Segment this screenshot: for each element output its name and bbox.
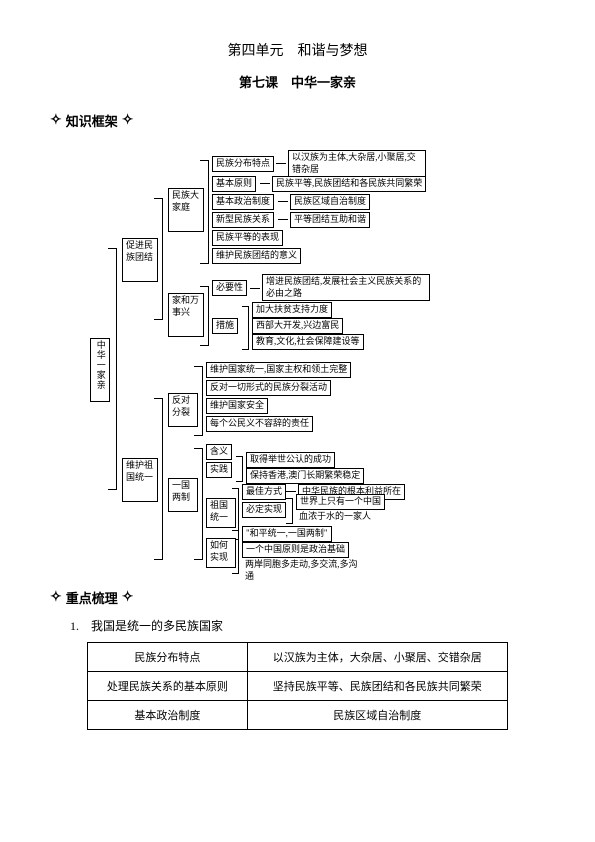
leaf: 加大扶贫支持力度 <box>252 302 332 318</box>
leaf: 维护国家统一,国家主权和领土完整 <box>206 362 351 378</box>
bracket <box>200 160 209 264</box>
bracket <box>232 530 239 574</box>
leaf: 最佳方式 <box>242 484 286 500</box>
bracket <box>242 306 249 350</box>
leaf: 维护国家安全 <box>206 398 268 414</box>
knowledge-diagram: 中华一家亲 促进民族团结 维护祖国统一 民族大家庭 家和万事兴 反对分裂 一国两… <box>50 138 545 578</box>
leaf: 民族区域自治制度 <box>290 194 370 210</box>
section-key-points: ✧ 重点梳理 ✧ <box>50 588 545 607</box>
table-row: 民族分布特点 以汉族为主体，大杂居、小聚居、交错杂居 <box>88 643 508 672</box>
cell: 以汉族为主体，大杂居、小聚居、交错杂居 <box>247 643 507 672</box>
content-section: 1. 我国是统一的多民族国家 民族分布特点 以汉族为主体，大杂居、小聚居、交错杂… <box>50 617 545 730</box>
cell: 坚持民族平等、民族团结和各民族共同繁荣 <box>247 672 507 701</box>
unit-title: 第四单元 和谐与梦想 <box>50 40 545 60</box>
lesson-title: 第七课 中华一家亲 <box>50 72 545 91</box>
star-icon: ✧ <box>122 112 134 129</box>
leaf: 取得举世公认的成功 <box>246 452 335 468</box>
cell: 处理民族关系的基本原则 <box>88 672 248 701</box>
info-table: 民族分布特点 以汉族为主体，大杂居、小聚居、交错杂居 处理民族关系的基本原则 坚… <box>87 642 508 730</box>
bracket <box>194 366 203 436</box>
leaf: 西部大开发,兴边富民 <box>252 318 343 334</box>
leaf: 含义 <box>206 444 232 460</box>
table-row: 处理民族关系的基本原则 坚持民族平等、民族团结和各民族共同繁荣 <box>88 672 508 701</box>
bracket <box>236 456 243 482</box>
leaf: 新型民族关系 <box>212 212 274 228</box>
leaf: 教育,文化,社会保障建设等 <box>252 334 364 350</box>
leaf: 增进民族团结,发展社会主义民族关系的必由之路 <box>262 274 430 301</box>
bracket <box>194 448 203 560</box>
section1-label: 知识框架 <box>66 111 118 130</box>
leaf: 民族平等的表现 <box>212 230 283 246</box>
section-knowledge-framework: ✧ 知识框架 ✧ <box>50 111 545 130</box>
star-icon: ✧ <box>50 589 62 606</box>
leaf: 必定实现 <box>242 502 286 518</box>
leaf: "和平统一,一国两制" <box>242 526 332 542</box>
node-prosper: 家和万事兴 <box>168 293 204 337</box>
leaf: 以汉族为主体,大杂居,小聚居,交错杂居 <box>288 150 426 177</box>
cell: 民族区域自治制度 <box>247 701 507 730</box>
leaf: 两岸同胞多走动,多交流,多沟通 <box>242 558 368 583</box>
root-node: 中华一家亲 <box>90 338 110 402</box>
bracket <box>154 198 163 320</box>
cell: 民族分布特点 <box>88 643 248 672</box>
leaf: 基本政治制度 <box>212 194 274 210</box>
node-promote: 促进民族团结 <box>122 238 158 282</box>
star-icon: ✧ <box>50 112 62 129</box>
leaf: 必要性 <box>212 280 247 296</box>
leaf: 平等团结互助和谐 <box>290 212 370 228</box>
leaf: 每个公民义不容辞的责任 <box>206 416 313 432</box>
leaf: 实践 <box>206 462 232 478</box>
table-row: 基本政治制度 民族区域自治制度 <box>88 701 508 730</box>
leaf: 措施 <box>212 318 238 334</box>
leaf: 保持香港,澳门长期繁荣稳定 <box>246 468 364 484</box>
leaf: 基本原则 <box>212 176 256 192</box>
section2-label: 重点梳理 <box>66 588 118 607</box>
leaf: 维护民族团结的意义 <box>212 248 301 264</box>
bracket <box>200 286 209 346</box>
bracket <box>286 498 293 524</box>
leaf: 血浓于水的一家人 <box>296 510 374 524</box>
leaf: 民族分布特点 <box>212 156 274 172</box>
node-protect: 维护祖国统一 <box>122 458 158 502</box>
bracket <box>154 398 163 560</box>
bracket <box>108 248 117 490</box>
leaf: 反对一切形式的民族分裂活动 <box>206 380 331 396</box>
leaf: 世界上只有一个中国 <box>296 494 385 510</box>
leaf: 民族平等,民族团结和各民族共同繁荣 <box>272 176 426 192</box>
item1-title: 1. 我国是统一的多民族国家 <box>70 617 545 634</box>
star-icon: ✧ <box>122 589 134 606</box>
node-family: 民族大家庭 <box>168 188 204 232</box>
cell: 基本政治制度 <box>88 701 248 730</box>
leaf: 一个中国原则是政治基础 <box>242 542 349 558</box>
